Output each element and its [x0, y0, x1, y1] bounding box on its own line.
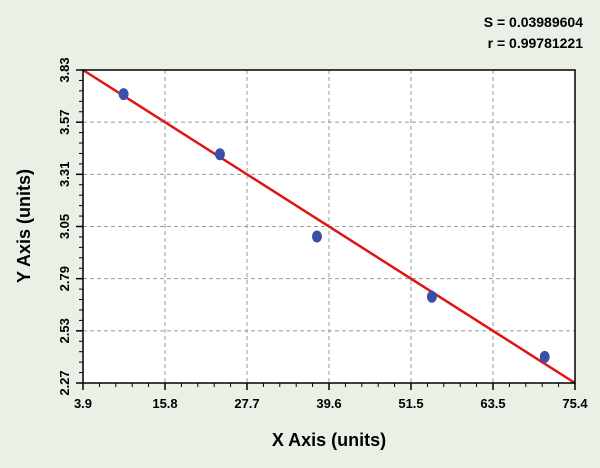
x-tick-label: 39.6: [316, 396, 341, 411]
s-statistic: S = 0.03989604: [484, 14, 583, 30]
y-tick-label: 2.53: [57, 318, 72, 343]
x-tick-label: 27.7: [234, 396, 259, 411]
y-tick-label: 2.79: [57, 266, 72, 291]
x-tick-label: 75.4: [562, 396, 588, 411]
data-points: [118, 88, 550, 363]
x-tick-label: 51.5: [398, 396, 423, 411]
data-point: [311, 230, 322, 243]
data-point: [539, 350, 550, 363]
regression-line: [82, 68, 576, 385]
y-tick-labels: 2.27 2.53 2.79 3.05 3.31 3.57 3.83: [57, 57, 72, 395]
x-tick-labels: 3.9 15.8 27.7 39.6 51.5 63.5 75.4: [74, 396, 588, 411]
fit-line-group: [82, 68, 576, 385]
plot-border: [82, 69, 576, 384]
data-point: [118, 88, 129, 101]
y-tick-label: 3.31: [57, 162, 72, 187]
x-tick-label: 63.5: [480, 396, 505, 411]
x-tick-label: 3.9: [74, 396, 92, 411]
data-point: [214, 148, 225, 161]
x-axis-title: X Axis (units): [272, 430, 386, 450]
y-axis-title: Y Axis (units): [14, 169, 34, 283]
y-tick-label: 2.27: [57, 370, 72, 395]
x-tick-label: 15.8: [152, 396, 177, 411]
y-tick-label: 3.83: [57, 57, 72, 82]
y-tick-label: 3.05: [57, 214, 72, 239]
y-tick-label: 3.57: [57, 110, 72, 135]
data-point: [426, 290, 437, 303]
r-statistic: r = 0.99781221: [488, 35, 584, 51]
